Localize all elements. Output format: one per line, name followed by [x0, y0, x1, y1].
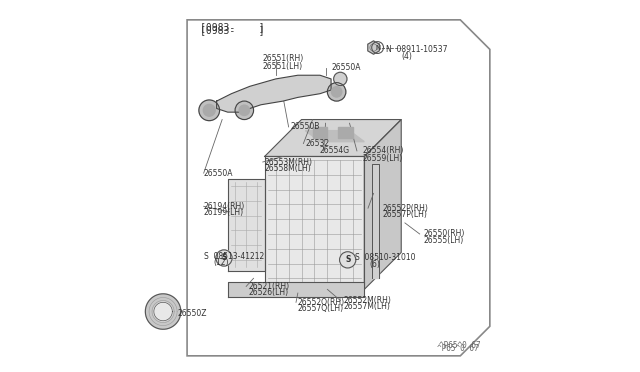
- Circle shape: [204, 105, 215, 116]
- Circle shape: [216, 250, 232, 266]
- Polygon shape: [264, 119, 401, 157]
- Polygon shape: [372, 164, 379, 278]
- Text: 26526(LH): 26526(LH): [248, 288, 288, 297]
- Text: 26558M(LH): 26558M(LH): [264, 164, 312, 173]
- Text: 26550(RH): 26550(RH): [424, 230, 465, 238]
- Text: 26551(RH): 26551(RH): [263, 54, 304, 63]
- Text: ^P65^0 67: ^P65^0 67: [437, 344, 479, 353]
- Text: 26199(LH): 26199(LH): [204, 208, 244, 217]
- Text: 26532: 26532: [305, 139, 330, 148]
- Polygon shape: [364, 119, 401, 289]
- Polygon shape: [305, 131, 364, 142]
- Polygon shape: [216, 75, 331, 112]
- Text: 26559(LH): 26559(LH): [362, 154, 403, 163]
- Text: 26550B: 26550B: [291, 122, 320, 131]
- Polygon shape: [312, 127, 328, 138]
- Circle shape: [332, 87, 342, 97]
- Text: [0983-    ]: [0983- ]: [200, 25, 264, 35]
- Text: ^P65^0 67: ^P65^0 67: [439, 341, 481, 350]
- Circle shape: [235, 101, 253, 119]
- Text: 26521(RH): 26521(RH): [248, 282, 289, 291]
- Text: S: S: [345, 255, 350, 264]
- Circle shape: [239, 105, 250, 115]
- Text: 26550A: 26550A: [331, 63, 360, 72]
- Text: 26194(RH): 26194(RH): [204, 202, 245, 211]
- Polygon shape: [145, 294, 181, 329]
- Text: 26557Q(LH): 26557Q(LH): [298, 304, 344, 313]
- Text: 26557M(LH): 26557M(LH): [344, 302, 391, 311]
- Circle shape: [340, 252, 356, 268]
- Text: N  08911-10537: N 08911-10537: [387, 45, 448, 54]
- Text: 26550A: 26550A: [204, 169, 233, 177]
- Text: (12): (12): [213, 258, 228, 267]
- Circle shape: [199, 100, 220, 121]
- Circle shape: [328, 83, 346, 101]
- Polygon shape: [228, 282, 364, 297]
- Text: 26553M(RH): 26553M(RH): [264, 157, 312, 167]
- Text: 26550Z: 26550Z: [178, 309, 207, 318]
- Text: 26552Q(RH): 26552Q(RH): [298, 298, 345, 307]
- Text: (6): (6): [370, 260, 381, 269]
- Text: S  08513-41212: S 08513-41212: [204, 251, 264, 261]
- Polygon shape: [154, 302, 172, 321]
- Text: [0983-    ]: [0983- ]: [200, 22, 264, 32]
- Text: (4): (4): [401, 52, 412, 61]
- Polygon shape: [368, 41, 380, 54]
- Text: S  08510-31010: S 08510-31010: [355, 253, 415, 263]
- Text: 26555(LH): 26555(LH): [424, 236, 463, 245]
- Text: 26552M(RH): 26552M(RH): [344, 296, 392, 305]
- Polygon shape: [264, 157, 364, 289]
- Polygon shape: [228, 179, 264, 271]
- Polygon shape: [339, 127, 353, 138]
- Text: 26552P(RH): 26552P(RH): [383, 203, 429, 213]
- Text: S: S: [221, 253, 227, 263]
- Text: 26554G: 26554G: [320, 147, 350, 155]
- Text: 26557P(LH): 26557P(LH): [383, 210, 428, 219]
- Text: 26551(LH): 26551(LH): [263, 61, 303, 71]
- Circle shape: [333, 72, 347, 86]
- Text: N: N: [375, 45, 380, 51]
- Text: 26554(RH): 26554(RH): [362, 147, 404, 155]
